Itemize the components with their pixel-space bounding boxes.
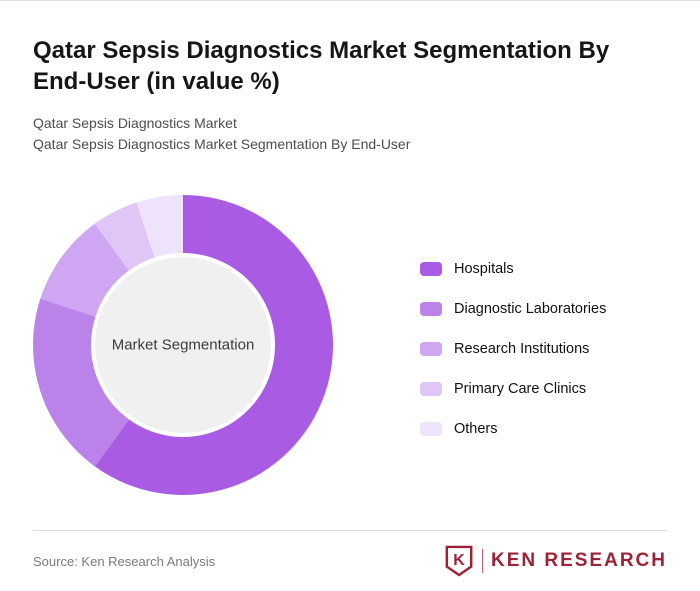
legend-label-research-institutions: Research Institutions	[454, 341, 590, 357]
brand-name: KEN RESEARCH	[490, 550, 667, 571]
donut-chart-svg	[33, 195, 333, 495]
legend-swatch-diagnostic-laboratories	[420, 302, 442, 316]
footer-divider	[33, 530, 667, 531]
legend-item-research-institutions: Research Institutions	[420, 341, 606, 357]
legend-item-diagnostic-laboratories: Diagnostic Laboratories	[420, 301, 606, 317]
logo-divider-bar	[481, 549, 483, 573]
legend-item-others: Others	[420, 421, 606, 437]
ken-research-shield-icon: K	[445, 545, 473, 577]
donut-center-circle	[95, 257, 271, 433]
legend-item-hospitals: Hospitals	[420, 261, 606, 277]
donut-slice-research-institutions	[40, 223, 129, 317]
donut-center-label: Market Segmentation	[111, 336, 255, 354]
donut-slice-others	[136, 195, 183, 258]
legend-swatch-hospitals	[420, 262, 442, 276]
legend-label-hospitals: Hospitals	[454, 261, 514, 277]
subtitle-segmentation: Qatar Sepsis Diagnostics Market Segmenta…	[33, 136, 411, 152]
ken-research-logo: K KEN RESEARCH	[444, 545, 667, 577]
footer: Source: Ken Research Analysis K KEN RESE…	[33, 545, 667, 577]
chart-section: Market Segmentation Hospitals Diagnostic…	[33, 195, 667, 495]
svg-text:K: K	[453, 552, 465, 569]
page-title: Qatar Sepsis Diagnostics Market Segmenta…	[33, 37, 610, 95]
legend-item-primary-care-clinics: Primary Care Clinics	[420, 381, 606, 397]
donut-chart: Market Segmentation	[33, 195, 333, 495]
legend-swatch-others	[420, 422, 442, 436]
donut-slice-primary-care-clinics	[94, 202, 155, 271]
legend-swatch-primary-care-clinics	[420, 382, 442, 396]
source-attribution: Source: Ken Research Analysis	[33, 553, 216, 569]
legend-label-others: Others	[454, 421, 498, 437]
legend-label-primary-care-clinics: Primary Care Clinics	[454, 381, 587, 397]
chart-legend: Hospitals Diagnostic Laboratories Resear…	[420, 261, 606, 437]
legend-label-diagnostic-laboratories: Diagnostic Laboratories	[454, 301, 607, 317]
legend-swatch-research-institutions	[420, 342, 442, 356]
subtitle-market: Qatar Sepsis Diagnostics Market	[33, 115, 237, 131]
donut-slice-diagnostic-laboratories	[33, 298, 129, 467]
donut-slice-hospitals	[94, 195, 333, 495]
